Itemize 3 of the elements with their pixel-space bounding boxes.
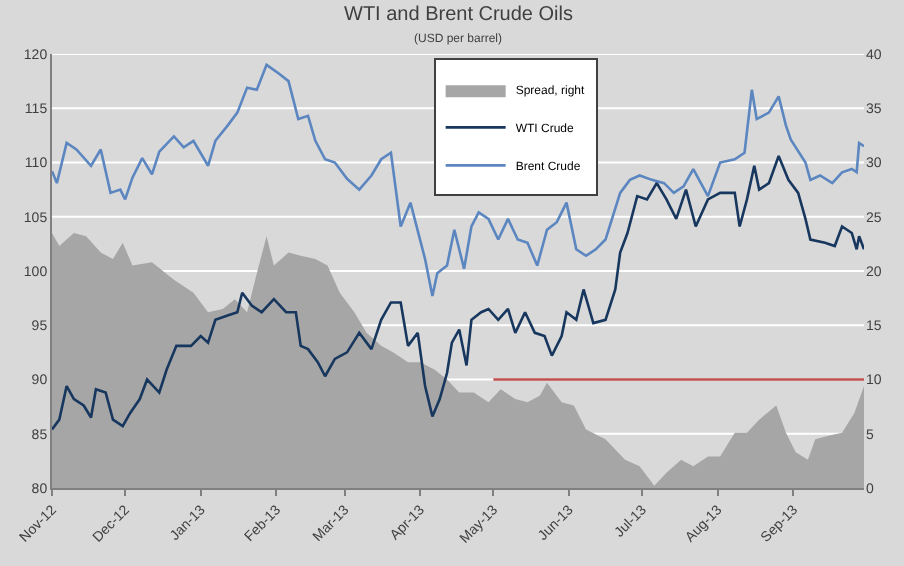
line-series [52,154,864,431]
chart-title: WTI and Brent Crude Oils [344,4,573,26]
line-series [52,63,864,298]
